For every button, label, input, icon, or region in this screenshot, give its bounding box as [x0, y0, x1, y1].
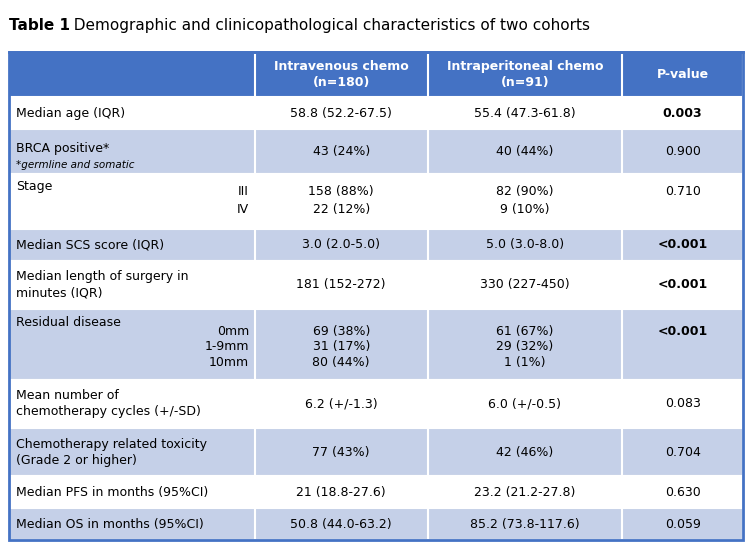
Text: 0.003: 0.003	[663, 107, 702, 120]
Text: 55.4 (47.3-61.8): 55.4 (47.3-61.8)	[474, 107, 576, 120]
Text: 40 (44%): 40 (44%)	[496, 145, 554, 158]
Bar	[9, 380, 743, 428]
Text: 0.900: 0.900	[665, 145, 701, 158]
Text: 6.0 (+/-0.5): 6.0 (+/-0.5)	[489, 397, 561, 410]
Text: 69 (38%): 69 (38%)	[312, 325, 370, 338]
Text: 330 (227-450): 330 (227-450)	[480, 278, 570, 292]
Bar	[9, 174, 743, 229]
Text: 1-9mm: 1-9mm	[205, 340, 249, 353]
Text: 0.083: 0.083	[665, 397, 701, 410]
Text: 23.2 (21.2-27.8): 23.2 (21.2-27.8)	[474, 486, 575, 499]
Bar	[9, 309, 743, 380]
Text: 0mm: 0mm	[217, 325, 249, 338]
Text: Median age (IQR): Median age (IQR)	[16, 107, 125, 120]
Text: Stage: Stage	[16, 179, 53, 193]
Text: 10mm: 10mm	[209, 356, 249, 369]
Text: Mean number of
chemotherapy cycles (+/-SD): Mean number of chemotherapy cycles (+/-S…	[16, 389, 201, 418]
Text: Table 1: Table 1	[9, 18, 70, 32]
Text: 77 (43%): 77 (43%)	[312, 446, 370, 458]
Text: 0.710: 0.710	[665, 185, 701, 198]
Text: 50.8 (44.0-63.2): 50.8 (44.0-63.2)	[291, 518, 392, 531]
Text: 31 (17%): 31 (17%)	[312, 340, 370, 353]
Text: Chemotherapy related toxicity
(Grade 2 or higher): Chemotherapy related toxicity (Grade 2 o…	[16, 438, 208, 467]
Text: 0.704: 0.704	[665, 446, 701, 458]
Text: Median PFS in months (95%CI): Median PFS in months (95%CI)	[16, 486, 208, 499]
Text: <0.001: <0.001	[657, 325, 708, 338]
Text: 3.0 (2.0-5.0): 3.0 (2.0-5.0)	[303, 238, 380, 251]
Text: 181 (152-272): 181 (152-272)	[297, 278, 386, 292]
Text: 29 (32%): 29 (32%)	[496, 340, 554, 353]
Bar	[9, 476, 743, 508]
Text: Intravenous chemo
(n=180): Intravenous chemo (n=180)	[274, 60, 409, 89]
Text: <0.001: <0.001	[657, 238, 708, 251]
Text: . Demographic and clinicopathological characteristics of two cohorts: . Demographic and clinicopathological ch…	[64, 18, 590, 32]
Text: 43 (24%): 43 (24%)	[312, 145, 370, 158]
Text: 1 (1%): 1 (1%)	[504, 356, 545, 369]
Text: IV: IV	[237, 203, 249, 216]
Bar	[9, 229, 743, 261]
Text: 9 (10%): 9 (10%)	[500, 203, 550, 216]
Text: 58.8 (52.2-67.5): 58.8 (52.2-67.5)	[291, 107, 392, 120]
Bar	[9, 261, 743, 309]
Text: 5.0 (3.0-8.0): 5.0 (3.0-8.0)	[486, 238, 564, 251]
Bar	[9, 97, 743, 129]
Bar	[9, 508, 743, 540]
Bar	[9, 52, 743, 97]
Text: 6.2 (+/-1.3): 6.2 (+/-1.3)	[305, 397, 377, 410]
Text: 61 (67%): 61 (67%)	[496, 325, 554, 338]
Text: Intraperitoneal chemo
(n=91): Intraperitoneal chemo (n=91)	[447, 60, 603, 89]
Text: 80 (44%): 80 (44%)	[312, 356, 370, 369]
Text: 158 (88%): 158 (88%)	[309, 185, 374, 198]
Text: P-value: P-value	[657, 68, 709, 81]
Text: 0.630: 0.630	[665, 486, 701, 499]
Text: 22 (12%): 22 (12%)	[312, 203, 370, 216]
Bar	[9, 428, 743, 476]
Text: <0.001: <0.001	[657, 278, 708, 292]
Text: 85.2 (73.8-117.6): 85.2 (73.8-117.6)	[470, 518, 580, 531]
Text: Median OS in months (95%CI): Median OS in months (95%CI)	[16, 518, 204, 531]
Text: 82 (90%): 82 (90%)	[496, 185, 554, 198]
Bar	[9, 129, 743, 174]
Text: III: III	[238, 185, 249, 198]
Text: Median length of surgery in
minutes (IQR): Median length of surgery in minutes (IQR…	[16, 270, 189, 299]
Text: 0.059: 0.059	[665, 518, 701, 531]
Text: Residual disease: Residual disease	[16, 316, 121, 329]
Text: BRCA positive*: BRCA positive*	[16, 142, 110, 155]
Text: Median SCS score (IQR): Median SCS score (IQR)	[16, 238, 164, 251]
Bar	[9, 52, 743, 540]
Text: 42 (46%): 42 (46%)	[496, 446, 554, 458]
Text: 21 (18.8-27.6): 21 (18.8-27.6)	[297, 486, 386, 499]
Text: *germline and somatic: *germline and somatic	[16, 160, 135, 171]
